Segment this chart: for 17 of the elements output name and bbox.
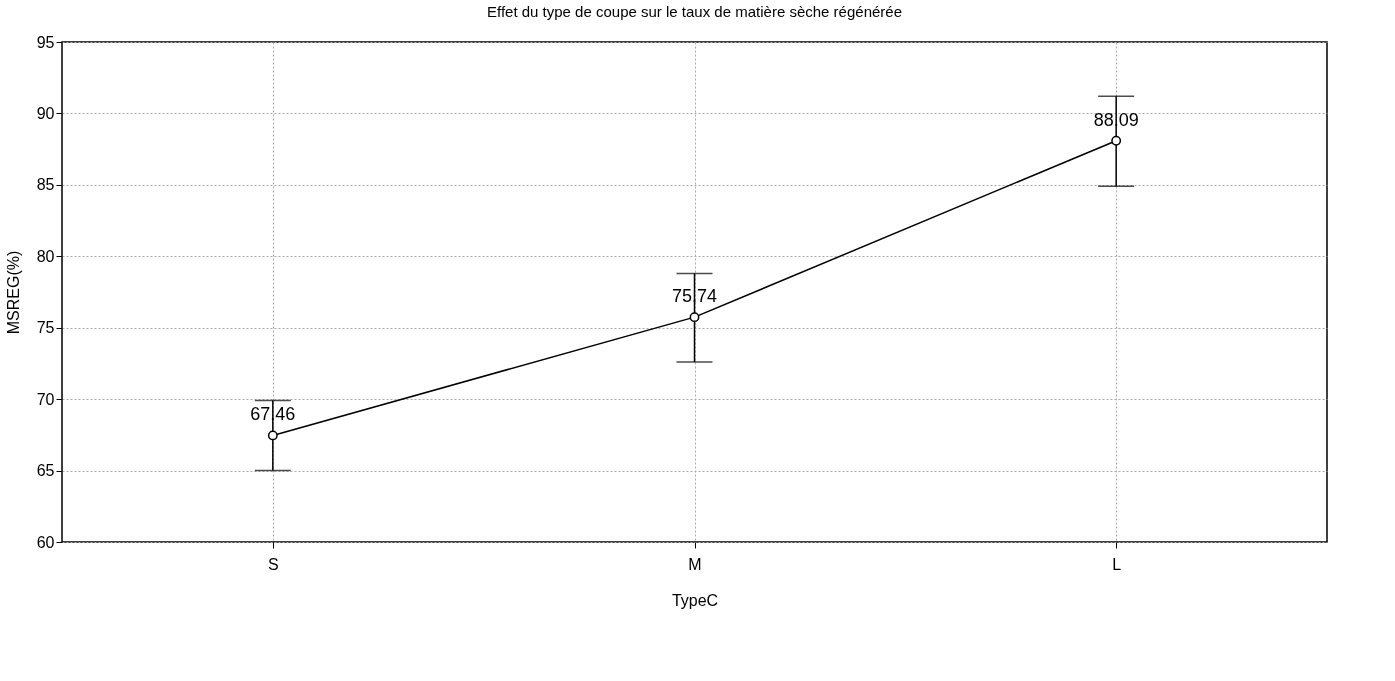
x-axis-title: TypeC	[671, 591, 719, 609]
y-tick-label: 60	[36, 533, 55, 551]
y-tick-label: 90	[36, 104, 55, 122]
y-tick-label: 75	[36, 319, 55, 337]
point	[267, 430, 278, 441]
point	[1111, 135, 1122, 146]
x-tick-label: M	[688, 555, 702, 573]
y-tick-label: 65	[36, 462, 55, 480]
point	[689, 312, 700, 323]
y-tick-label: 80	[36, 247, 55, 265]
y-tick-label: 85	[36, 176, 55, 194]
y-tick-label: 95	[36, 33, 55, 51]
y-axis-title: MSREG(%)	[4, 250, 22, 335]
y-tick-label: 70	[36, 390, 55, 408]
x-tick-label: S	[268, 555, 279, 573]
x-tick-label: L	[1112, 555, 1122, 573]
chart-title: Effet du type de coupe sur le taux de matière sèche régénérée	[487, 3, 902, 20]
